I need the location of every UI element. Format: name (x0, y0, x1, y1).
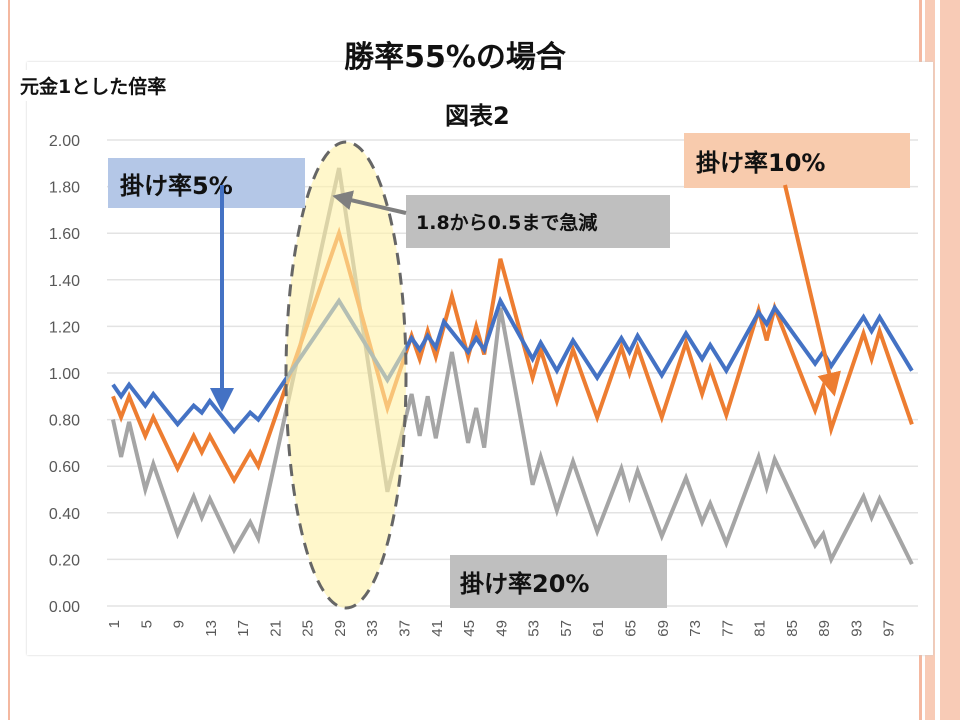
y-tick-label: 1.00 (49, 366, 80, 383)
x-tick-label: 81 (752, 620, 769, 637)
x-tick-label: 77 (719, 620, 736, 637)
x-tick-label: 57 (558, 620, 575, 637)
y-tick-label: 0.40 (49, 506, 80, 523)
x-tick-label: 53 (526, 620, 543, 637)
x-tick-label: 85 (784, 620, 801, 637)
x-tick-label: 1 (106, 620, 123, 628)
slide-frame-left (8, 0, 10, 720)
y-tick-label: 1.80 (49, 180, 80, 197)
x-tick-label: 25 (300, 620, 317, 637)
y-tick-label: 1.20 (49, 319, 80, 336)
x-tick-label: 41 (429, 620, 446, 637)
y-tick-label: 2.00 (49, 133, 80, 150)
callout-rate20: 掛け率20% (450, 555, 667, 608)
x-tick-label: 89 (816, 620, 833, 637)
x-tick-label: 49 (493, 620, 510, 637)
x-tick-label: 33 (364, 620, 381, 637)
y-tick-label: 0.60 (49, 459, 80, 476)
series-line-1 (111, 226, 914, 485)
x-tick-label: 13 (203, 620, 220, 637)
y-axis-note: 元金1とした倍率 (16, 70, 171, 101)
x-tick-label: 61 (590, 620, 607, 637)
callout-drop: 1.8から0.5まで急減 (406, 195, 670, 248)
x-tick-label: 17 (235, 620, 252, 637)
x-tick-label: 93 (848, 620, 865, 637)
x-tick-label: 21 (267, 620, 284, 637)
callout-rate5: 掛け率5% (108, 158, 305, 208)
series-line-2 (111, 167, 914, 565)
x-tick-label: 29 (332, 620, 349, 637)
x-tick-label: 97 (881, 620, 898, 637)
highlight-ellipse (284, 140, 408, 610)
y-tick-label: 0.80 (49, 413, 80, 430)
y-tick-label: 0.20 (49, 552, 80, 569)
x-tick-label: 69 (655, 620, 672, 637)
y-tick-label: 0.00 (49, 599, 80, 616)
x-tick-label: 65 (622, 620, 639, 637)
y-tick-label: 1.40 (49, 273, 80, 290)
x-tick-label: 73 (687, 620, 704, 637)
slide-title: 勝率55%の場合 (344, 40, 566, 75)
chart-title: 図表2 (445, 102, 510, 130)
callout-rate10: 掛け率10% (684, 133, 910, 188)
x-tick-label: 9 (171, 620, 188, 628)
y-tick-label: 1.60 (49, 226, 80, 243)
x-tick-label: 5 (138, 620, 155, 628)
x-tick-label: 45 (461, 620, 478, 637)
x-tick-label: 37 (397, 620, 414, 637)
series-line-0 (111, 295, 914, 435)
decor-strip (940, 0, 960, 720)
